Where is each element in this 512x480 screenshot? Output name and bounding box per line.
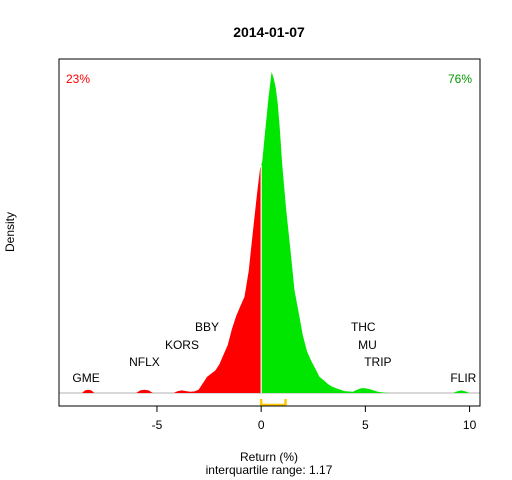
stock-label: FLIR (450, 371, 476, 385)
x-tick-label: -5 (152, 418, 163, 432)
x-tick-label: 5 (362, 418, 369, 432)
x-axis-label: Return (%) (240, 450, 298, 464)
stock-label: MU (358, 338, 377, 352)
chart-title: 2014-01-07 (233, 24, 305, 40)
x-tick-label: 10 (463, 418, 477, 432)
stock-label: TRIP (364, 355, 391, 369)
negative-density-area (81, 165, 262, 393)
y-axis-label: Density (3, 212, 17, 252)
stock-label: NFLX (129, 355, 160, 369)
iqr-bracket (259, 399, 287, 407)
stock-label: GME (72, 371, 99, 385)
positive-density-area (261, 72, 470, 393)
stock-label: KORS (165, 338, 199, 352)
chart-subtitle: interquartile range: 1.17 (206, 463, 333, 477)
negative-percentage: 23% (66, 72, 90, 86)
positive-percentage: 76% (448, 72, 472, 86)
stock-label: THC (351, 320, 376, 334)
stock-label: BBY (195, 320, 219, 334)
x-axis: -5 0 5 10 (152, 405, 477, 432)
x-tick-label: 0 (258, 418, 265, 432)
plot-area: GME NFLX KORS BBY THC MU TRIP FLIR (59, 72, 480, 407)
